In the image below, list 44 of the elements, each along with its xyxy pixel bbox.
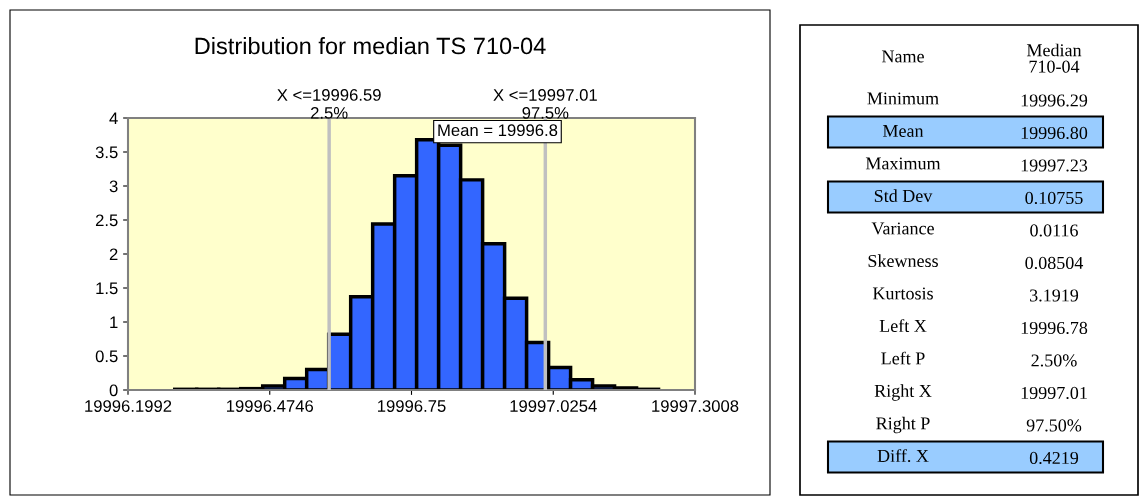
y-tick-label: 2 xyxy=(109,248,118,261)
y-tick-label: 1.5 xyxy=(96,282,118,295)
text: 19997.23 xyxy=(1021,159,1088,172)
text: Variance xyxy=(871,222,934,235)
text: 3.1919 xyxy=(1030,289,1079,302)
text: 0.0116 xyxy=(1030,224,1078,237)
text: Kurtosis xyxy=(872,287,933,300)
y-tick-label: 0 xyxy=(109,384,118,397)
text: Minimum xyxy=(867,92,939,105)
y-tick-label: 3 xyxy=(109,180,118,193)
text: Maximum xyxy=(865,157,941,170)
text: 97.50% xyxy=(1026,419,1082,432)
chart-title: Distribution for median TS 710-04 xyxy=(195,37,546,55)
text: 19996.29 xyxy=(1021,94,1088,107)
text: Left P xyxy=(881,351,925,365)
text: 0.10755 xyxy=(1025,191,1083,205)
y-tick-label: 4 xyxy=(109,112,118,125)
x-tick-label: 19996.1992 xyxy=(85,400,172,412)
text: Left X xyxy=(879,319,927,333)
y-tick-label: 0.5 xyxy=(95,350,118,363)
text: Mean xyxy=(882,125,924,138)
text: 0.08504 xyxy=(1025,256,1084,270)
x-tick-label: 19997.0254 xyxy=(510,400,597,412)
x-tick-label: 19996.75 xyxy=(378,400,446,412)
text: 19997.01 xyxy=(1021,386,1087,400)
y-tick-label: 3.5 xyxy=(95,146,118,159)
text: Name xyxy=(881,50,924,63)
y-tick-label: 2.5 xyxy=(95,214,118,227)
ref-line-label: X <=19996.59 2.5% xyxy=(277,89,381,119)
text: Skewness xyxy=(868,254,938,268)
text: 19996.78 xyxy=(1021,321,1088,335)
text: Std Dev xyxy=(874,189,933,203)
text: 19996.80 xyxy=(1021,126,1088,140)
text: Right X xyxy=(874,384,932,401)
ref-line-label: X <=19997.01 97.5% xyxy=(493,89,597,119)
text: Right P xyxy=(876,416,930,434)
text: Diff. X xyxy=(877,449,929,463)
annotation: Mean = 19996.8 xyxy=(438,124,558,137)
x-tick-label: 19996.4746 xyxy=(227,400,314,412)
text: Median 710-04 xyxy=(1026,43,1082,73)
x-tick-label: 19997.3008 xyxy=(652,400,739,412)
text: 2.50% xyxy=(1031,354,1077,367)
text: 0.4219 xyxy=(1029,451,1079,465)
y-tick-label: 1 xyxy=(110,316,118,329)
